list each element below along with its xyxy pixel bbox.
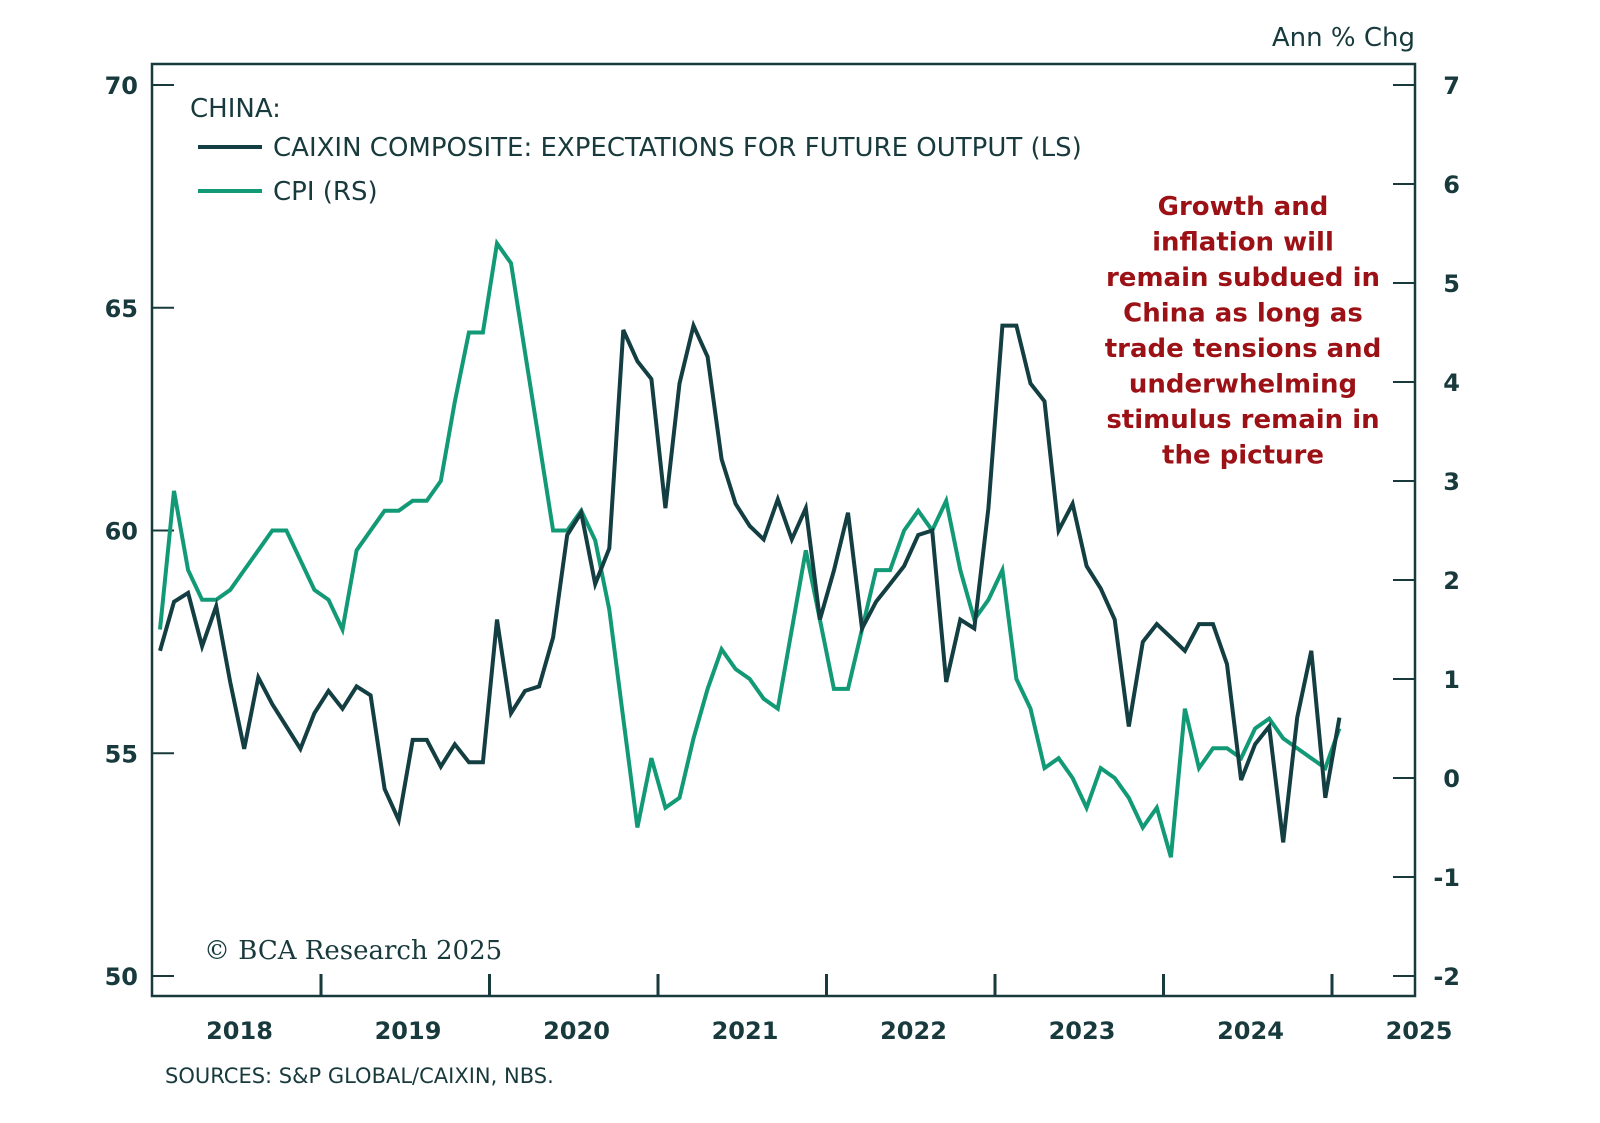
legend-label-cpi: CPI (RS) bbox=[273, 177, 378, 207]
x-tick-label: 2018 bbox=[206, 1017, 273, 1045]
annotation-line: Growth and bbox=[1158, 192, 1329, 222]
legend: CHINA: CAIXIN COMPOSITE: EXPECTATIONS FO… bbox=[190, 94, 1082, 207]
y-right-tick-label: 5 bbox=[1443, 270, 1460, 298]
y-right-tick-label: 3 bbox=[1443, 468, 1460, 496]
annotation: Growth and inflation will remain subdued i… bbox=[1105, 192, 1382, 471]
series-line-caixin bbox=[158, 319, 1342, 843]
x-tick-label: 2022 bbox=[880, 1017, 947, 1045]
y-right-tick-label: 0 bbox=[1443, 765, 1460, 793]
x-tick-label: 2023 bbox=[1049, 1017, 1116, 1045]
y-right-tick-label: -2 bbox=[1433, 963, 1460, 991]
y-right-tick-label: 1 bbox=[1443, 666, 1460, 694]
annotation-line: remain subdued in bbox=[1106, 263, 1380, 293]
annotation-line: underwhelming bbox=[1129, 370, 1357, 400]
annotation-line: stimulus remain in bbox=[1106, 405, 1379, 435]
source-note: SOURCES: S&P GLOBAL/CAIXIN, NBS. bbox=[165, 1064, 554, 1088]
right-axis-unit-label: Ann % Chg bbox=[1272, 23, 1415, 53]
y-left-tick-label: 60 bbox=[105, 518, 138, 546]
x-axis: 2018 2019 2020 2021 2022 2023 2024 2025 bbox=[206, 974, 1452, 1045]
x-tick-label: 2021 bbox=[712, 1017, 779, 1045]
legend-title: CHINA: bbox=[190, 94, 281, 124]
y-left-tick-label: 50 bbox=[105, 963, 138, 991]
legend-label-caixin: CAIXIN COMPOSITE: EXPECTATIONS FOR FUTUR… bbox=[273, 133, 1082, 163]
copyright: © BCA Research 2025 bbox=[204, 936, 502, 966]
y-left-tick-label: 65 bbox=[105, 295, 138, 323]
y-right-axis: -2 -1 0 1 2 3 4 5 6 7 bbox=[1393, 72, 1460, 991]
y-left-axis: 50 55 60 65 70 bbox=[105, 72, 174, 991]
x-tick-label: 2025 bbox=[1386, 1017, 1453, 1045]
x-tick-label: 2020 bbox=[543, 1017, 610, 1045]
annotation-line: trade tensions and bbox=[1105, 334, 1382, 364]
series-points-caixin bbox=[159, 325, 1340, 843]
annotation-line: inflation will bbox=[1152, 228, 1334, 258]
annotation-line: the picture bbox=[1162, 441, 1324, 471]
y-right-tick-label: 6 bbox=[1443, 171, 1460, 199]
y-right-tick-label: 4 bbox=[1443, 369, 1460, 397]
annotation-line: China as long as bbox=[1123, 299, 1363, 329]
y-left-tick-label: 55 bbox=[105, 740, 138, 768]
series-points-cpi bbox=[159, 243, 1340, 858]
y-left-tick-label: 70 bbox=[105, 72, 138, 100]
y-right-tick-label: 2 bbox=[1443, 567, 1460, 595]
x-tick-label: 2019 bbox=[375, 1017, 442, 1045]
y-right-tick-label: 7 bbox=[1443, 72, 1460, 100]
y-right-tick-label: -1 bbox=[1433, 864, 1460, 892]
x-tick-label: 2024 bbox=[1217, 1017, 1284, 1045]
